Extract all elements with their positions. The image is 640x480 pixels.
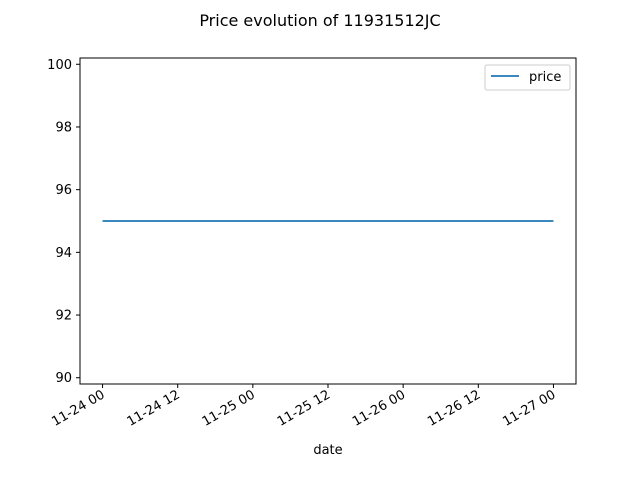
y-tick-label: 96 bbox=[55, 183, 72, 198]
x-axis: 11-24 00 11-24 12 11-25 00 11-25 12 11-26 00… bbox=[49, 384, 558, 430]
y-tick-label: 94 bbox=[55, 246, 72, 261]
x-tick-label: 11-24 00 bbox=[49, 387, 107, 429]
y-tick-label: 98 bbox=[55, 120, 72, 135]
x-tick-label: 11-26 00 bbox=[350, 387, 408, 429]
chart-title: Price evolution of 11931512JC bbox=[199, 11, 441, 30]
x-tick-label: 11-26 12 bbox=[425, 387, 483, 429]
y-tick-label: 100 bbox=[47, 58, 72, 73]
y-tick-label: 90 bbox=[55, 371, 72, 386]
legend-box bbox=[484, 64, 571, 91]
x-tick-label: 11-25 12 bbox=[275, 387, 333, 429]
y-axis: 90 92 94 96 98 100 bbox=[47, 58, 80, 386]
x-tick-label: 11-25 00 bbox=[200, 387, 258, 429]
plot-frame bbox=[79, 57, 577, 385]
x-axis-label: date bbox=[313, 443, 342, 458]
y-tick-label: 92 bbox=[55, 309, 72, 324]
x-tick-label: 11-27 00 bbox=[500, 387, 558, 429]
x-tick-label: 11-24 12 bbox=[125, 387, 183, 429]
legend: price bbox=[484, 64, 571, 91]
legend-label: price bbox=[529, 70, 561, 85]
